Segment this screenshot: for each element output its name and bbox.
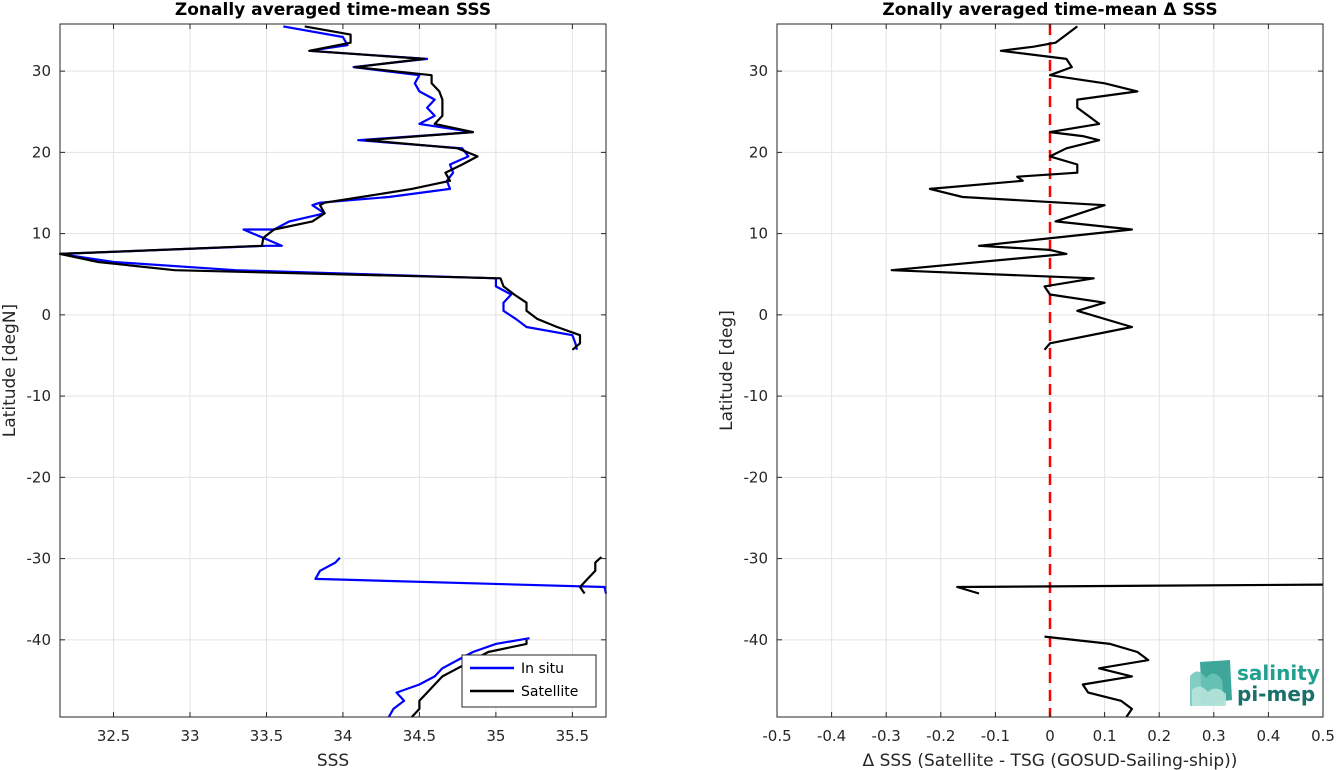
y-tick-label: -40 xyxy=(27,631,52,649)
logo-text-salinity: salinity xyxy=(1237,661,1320,685)
x-tick-label: -0.2 xyxy=(926,727,955,745)
x-tick-label: 0.3 xyxy=(1202,727,1226,745)
in-situ-line-segment xyxy=(314,557,608,594)
delta-sss-ticks: -0.5 -0.4 -0.3 -0.2 -0.1 0 0.1 0.2 0.3 0.4 0.5 30 20… xyxy=(744,24,1335,745)
legend: In situ Satellite xyxy=(461,654,597,708)
y-tick-label: -20 xyxy=(744,468,769,486)
salinity-pi-mep-logo: salinity pi-mep xyxy=(1190,660,1320,706)
legend-box xyxy=(461,654,597,708)
delta-sss-line-segment xyxy=(1044,635,1150,718)
y-tick-label: -20 xyxy=(27,468,52,486)
y-tick-label: 0 xyxy=(758,306,768,324)
sss-axes-box xyxy=(59,23,607,718)
x-tick-label: -0.1 xyxy=(981,727,1010,745)
sss-y-axis-label: Latitude [degN] xyxy=(0,304,20,437)
sss-lines xyxy=(58,25,608,718)
delta-sss-line-segment xyxy=(956,583,1324,595)
delta-sss-panel: -0.5 -0.4 -0.3 -0.2 -0.1 0 0.1 0.2 0.3 0.4 0.5 30 20… xyxy=(717,0,1335,770)
x-tick-label: 34 xyxy=(333,727,352,745)
x-tick-label: -0.3 xyxy=(872,727,901,745)
delta-sss-line-segment xyxy=(890,25,1139,351)
sss-ticks: 32.5 33 33.5 34 34.5 35 35.5 30 20 10 0 -10 -20 -30 -4… xyxy=(27,24,606,745)
sss-chart-title: Zonally averaged time-mean SSS xyxy=(175,0,491,20)
delta-sss-x-axis-label: Δ SSS (Satellite - TSG (GOSUD-Sailing-sh… xyxy=(863,751,1238,770)
y-tick-label: -40 xyxy=(744,631,769,649)
y-tick-label: 20 xyxy=(32,143,51,161)
y-tick-label: 20 xyxy=(749,143,768,161)
x-tick-label: -0.4 xyxy=(817,727,846,745)
x-tick-label: 0.4 xyxy=(1256,727,1280,745)
y-tick-label: 30 xyxy=(749,62,768,80)
satellite-line-segment xyxy=(58,25,582,351)
y-tick-label: 30 xyxy=(32,62,51,80)
satellite-line-segment xyxy=(578,556,603,595)
sss-grid xyxy=(60,24,606,717)
satellite-line-segment xyxy=(410,639,528,718)
x-tick-label: 33 xyxy=(180,727,199,745)
y-tick-label: -10 xyxy=(27,387,52,405)
in-situ-line-segment xyxy=(387,637,530,718)
x-tick-label: 0 xyxy=(1045,727,1055,745)
in-situ-line-segment xyxy=(58,25,578,351)
y-tick-label: 10 xyxy=(32,225,51,243)
legend-label-in-situ: In situ xyxy=(521,661,564,677)
delta-sss-y-axis-label: Latitude [deg] xyxy=(717,310,737,431)
x-tick-label: 33.5 xyxy=(250,727,283,745)
wave-logo-icon xyxy=(1190,660,1232,706)
legend-label-satellite: Satellite xyxy=(521,684,578,700)
x-tick-label: 0.1 xyxy=(1093,727,1117,745)
sss-panel: 32.5 33 33.5 34 34.5 35 35.5 30 20 10 0 -10 -20 -30 -4… xyxy=(0,0,608,770)
x-tick-label: 0.2 xyxy=(1147,727,1171,745)
sss-x-axis-label: SSS xyxy=(317,751,349,770)
x-tick-label: 32.5 xyxy=(97,727,130,745)
x-tick-label: 0.5 xyxy=(1311,727,1335,745)
delta-sss-lines xyxy=(890,24,1324,718)
x-tick-label: 34.5 xyxy=(403,727,436,745)
y-tick-label: 10 xyxy=(749,225,768,243)
x-tick-label: -0.5 xyxy=(762,727,791,745)
delta-sss-chart-title: Zonally averaged time-mean Δ SSS xyxy=(882,0,1217,20)
y-tick-label: 0 xyxy=(41,306,51,324)
y-tick-label: -30 xyxy=(27,550,52,568)
y-tick-label: -30 xyxy=(744,550,769,568)
x-tick-label: 35 xyxy=(486,727,505,745)
x-tick-label: 35.5 xyxy=(556,727,589,745)
y-tick-label: -10 xyxy=(744,387,769,405)
logo-text-pi-mep: pi-mep xyxy=(1237,682,1315,706)
